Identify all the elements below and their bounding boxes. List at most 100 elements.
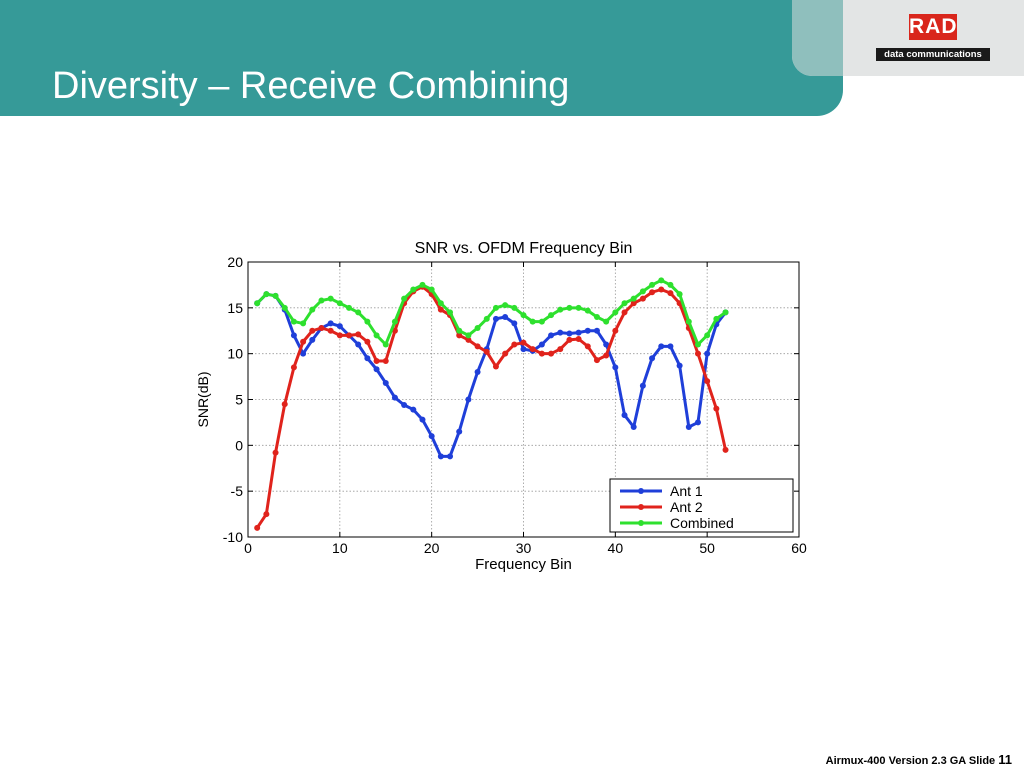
data-point-combined: [355, 309, 362, 316]
data-point-ant-2: [290, 364, 297, 371]
x-tick-label: 30: [516, 540, 532, 556]
data-point-combined: [538, 318, 545, 325]
data-point-combined: [281, 304, 288, 311]
data-point-combined: [520, 312, 527, 319]
data-point-combined: [566, 304, 573, 311]
legend-label-combined: Combined: [670, 515, 734, 531]
data-point-ant-1: [593, 327, 600, 334]
data-point-ant-2: [437, 306, 444, 313]
data-point-ant-1: [502, 314, 509, 320]
data-point-combined: [529, 318, 536, 325]
x-tick-label: 0: [244, 540, 252, 556]
data-point-ant-1: [401, 402, 408, 408]
data-point-combined: [548, 312, 555, 319]
x-tick-label: 40: [608, 540, 624, 556]
y-tick-label: -10: [223, 529, 243, 545]
data-point-ant-1: [428, 433, 435, 440]
slide-number: 11: [998, 752, 1012, 767]
data-point-combined: [309, 306, 316, 313]
header-corner-tab: [792, 0, 843, 76]
data-point-combined: [704, 332, 711, 339]
legend-marker-ant-1: [638, 488, 644, 494]
data-point-ant-2: [364, 338, 371, 345]
data-point-ant-1: [382, 380, 389, 386]
data-point-combined: [639, 288, 646, 295]
data-point-ant-2: [529, 346, 536, 353]
x-tick-label: 10: [332, 540, 348, 556]
data-point-ant-1: [649, 355, 656, 362]
data-point-combined: [603, 318, 610, 325]
data-point-ant-2: [309, 327, 316, 334]
y-axis-label: SNR(dB): [195, 371, 211, 427]
data-point-combined: [612, 309, 619, 316]
data-point-ant-2: [263, 511, 270, 518]
legend-marker-combined: [638, 520, 644, 526]
data-point-combined: [447, 309, 454, 316]
data-point-combined: [658, 277, 665, 284]
data-point-combined: [685, 318, 692, 325]
data-point-combined: [290, 318, 297, 325]
header-band: [0, 0, 843, 116]
data-point-combined: [373, 332, 380, 339]
data-point-ant-2: [658, 286, 665, 293]
data-point-ant-2: [502, 350, 509, 357]
data-point-combined: [649, 281, 656, 288]
data-point-ant-1: [410, 406, 417, 413]
data-point-combined: [483, 315, 490, 322]
series-line-ant-2: [255, 285, 727, 529]
x-axis-label: Frequency Bin: [475, 556, 572, 573]
data-point-ant-2: [254, 524, 261, 531]
data-point-ant-2: [456, 332, 463, 339]
y-tick-label: 10: [227, 346, 243, 362]
y-tick-label: 5: [235, 392, 243, 408]
data-point-ant-1: [566, 330, 573, 337]
data-point-ant-2: [474, 343, 481, 350]
legend-label-ant-1: Ant 1: [670, 483, 703, 499]
data-point-combined: [630, 295, 637, 302]
data-point-ant-1: [419, 416, 426, 423]
chart-title: SNR vs. OFDM Frequency Bin: [415, 240, 633, 257]
data-point-ant-1: [327, 320, 334, 327]
data-point-ant-2: [639, 295, 646, 302]
data-point-combined: [456, 327, 463, 334]
data-point-ant-1: [584, 327, 591, 334]
data-point-ant-1: [474, 369, 481, 375]
data-point-combined: [382, 341, 389, 348]
series-line-combined: [256, 278, 727, 346]
data-point-ant-1: [391, 394, 398, 401]
data-point-combined: [722, 309, 729, 316]
y-tick-label: 0: [235, 437, 243, 453]
data-point-combined: [621, 300, 628, 307]
data-point-ant-1: [456, 428, 463, 435]
data-point-ant-1: [538, 341, 545, 348]
data-point-ant-2: [584, 343, 591, 350]
data-point-ant-2: [318, 325, 325, 331]
data-point-ant-1: [373, 366, 380, 373]
data-point-ant-1: [575, 329, 582, 336]
data-point-combined: [437, 300, 444, 307]
data-point-combined: [263, 291, 270, 298]
data-point-ant-2: [483, 348, 490, 355]
data-point-ant-2: [704, 378, 711, 385]
data-point-ant-1: [447, 453, 454, 460]
data-point-ant-1: [694, 419, 701, 426]
legend-label-ant-2: Ant 2: [670, 499, 703, 515]
data-point-ant-2: [373, 358, 380, 364]
data-point-ant-1: [612, 364, 619, 371]
data-point-combined: [474, 325, 481, 331]
data-point-ant-2: [612, 327, 619, 334]
logo-subtitle: data communications: [876, 48, 990, 61]
data-point-ant-2: [336, 332, 343, 339]
data-point-ant-1: [621, 412, 628, 419]
legend-marker-ant-2: [638, 504, 644, 510]
data-point-combined: [511, 304, 518, 311]
data-point-combined: [410, 286, 417, 293]
data-point-ant-2: [575, 336, 582, 342]
data-point-combined: [327, 295, 334, 302]
x-tick-label: 20: [424, 540, 440, 556]
data-point-ant-2: [593, 357, 600, 364]
data-point-ant-2: [722, 446, 729, 453]
data-point-ant-2: [649, 289, 656, 296]
data-point-ant-2: [630, 300, 637, 307]
